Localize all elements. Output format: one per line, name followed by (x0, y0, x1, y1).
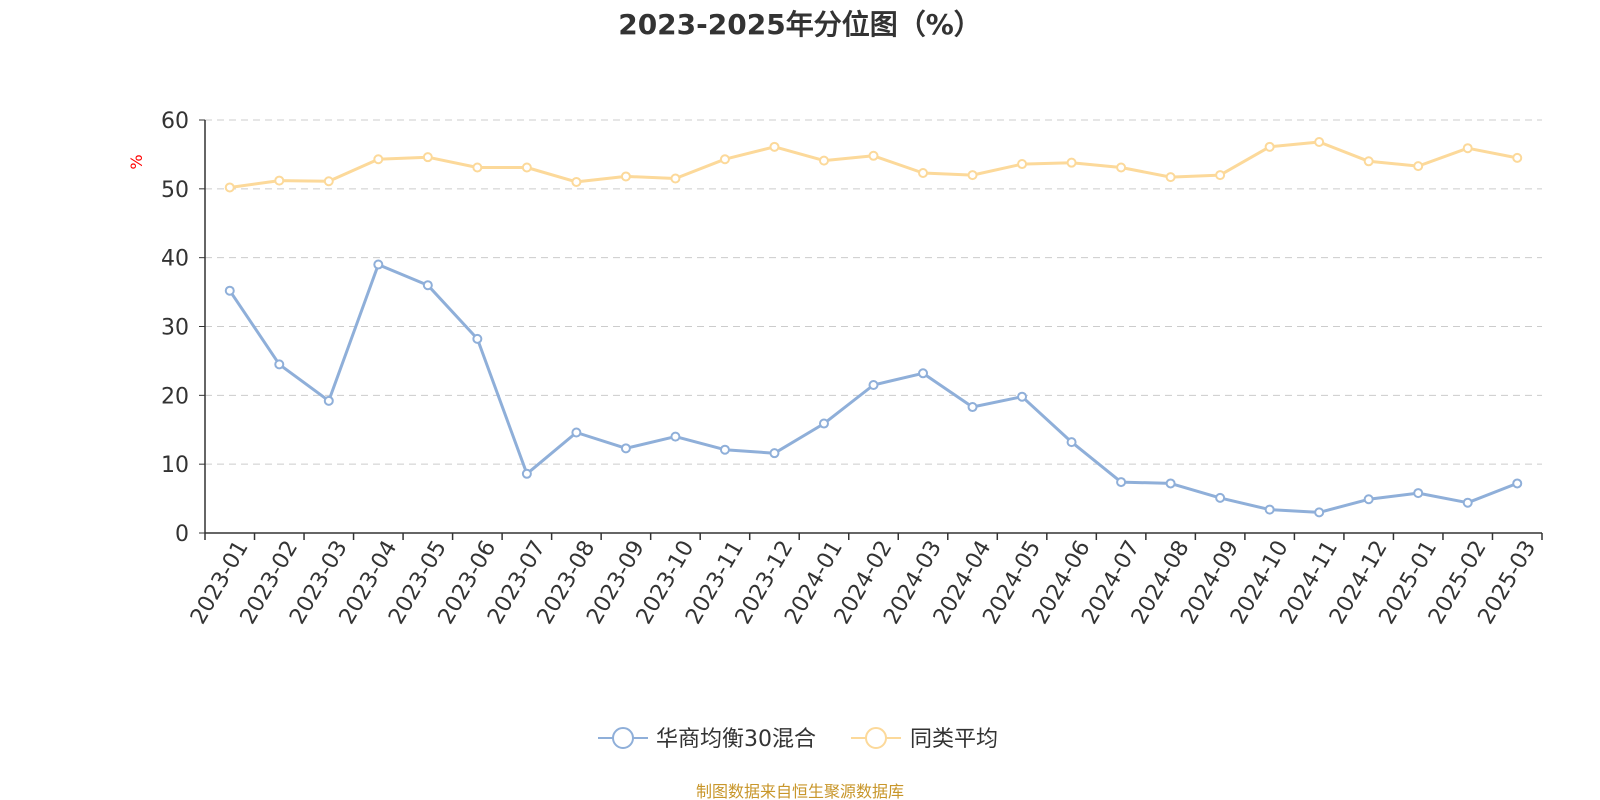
data-point-average-2023-06 (472, 162, 483, 173)
y-tick-label-50: 50 (161, 178, 189, 203)
data-point-average-2025-02 (1462, 143, 1473, 154)
data-point-fund-2024-12 (1363, 494, 1374, 505)
data-point-fund-2023-04 (373, 259, 384, 270)
data-point-fund-2023-08 (571, 427, 582, 438)
y-tick-label-30: 30 (161, 316, 189, 341)
data-point-fund-2023-06 (472, 333, 483, 344)
y-tick-label-40: 40 (161, 247, 189, 272)
data-point-average-2023-07 (521, 162, 532, 173)
data-point-average-2024-11 (1314, 137, 1325, 148)
data-point-average-2025-01 (1413, 161, 1424, 172)
y-tick-label-60: 60 (161, 109, 189, 134)
data-point-average-2024-07 (1116, 162, 1127, 173)
data-point-fund-2023-09 (620, 443, 631, 454)
data-point-average-2024-04 (967, 170, 978, 181)
y-tick-label-10: 10 (161, 453, 189, 478)
data-point-average-2023-11 (719, 154, 730, 165)
data-point-fund-2025-01 (1413, 488, 1424, 499)
y-tick-label-20: 20 (161, 384, 189, 409)
y-axis-unit-label: % (127, 154, 146, 169)
data-point-fund-2023-03 (323, 395, 334, 406)
data-point-average-2024-01 (818, 155, 829, 166)
data-point-fund-2023-12 (769, 448, 780, 459)
y-tick-label-0: 0 (175, 522, 189, 547)
grid-lines (205, 119, 1542, 465)
data-point-fund-2024-09 (1215, 492, 1226, 503)
legend-label-average: 同类平均 (910, 727, 998, 752)
data-point-fund-2023-10 (670, 431, 681, 442)
legend-item-fund[interactable]: 华商均衡30混合 (598, 727, 816, 752)
data-point-fund-2024-04 (967, 402, 978, 413)
data-point-fund-2023-05 (422, 280, 433, 291)
data-point-average-2023-10 (670, 173, 681, 184)
data-point-average-2024-08 (1165, 172, 1176, 183)
data-point-average-2024-12 (1363, 156, 1374, 167)
data-point-average-2024-10 (1264, 141, 1275, 152)
legend-label-fund: 华商均衡30混合 (656, 727, 816, 752)
series-lines (224, 137, 1523, 518)
series-line-average (229, 140, 1518, 189)
data-point-average-2023-08 (571, 176, 582, 187)
legend-marker-fund (612, 727, 634, 749)
data-point-average-2025-03 (1512, 152, 1523, 163)
data-point-average-2023-05 (422, 152, 433, 163)
data-point-average-2023-01 (224, 182, 235, 193)
data-point-average-2023-12 (769, 141, 780, 152)
data-point-fund-2023-07 (521, 468, 532, 479)
legend-item-average[interactable]: 同类平均 (851, 727, 998, 752)
data-point-fund-2024-03 (918, 368, 929, 379)
data-point-fund-2023-01 (224, 285, 235, 296)
data-point-fund-2025-02 (1462, 497, 1473, 508)
data-point-fund-2024-10 (1264, 504, 1275, 515)
data-point-average-2023-04 (373, 154, 384, 165)
data-source-note: 制图数据来自恒生聚源数据库 (696, 782, 904, 800)
legend: 华商均衡30混合 同类平均 (598, 727, 998, 752)
data-point-fund-2024-01 (818, 418, 829, 429)
data-point-fund-2024-08 (1165, 478, 1176, 489)
data-point-fund-2023-02 (274, 359, 285, 370)
data-point-fund-2024-11 (1314, 507, 1325, 518)
data-point-fund-2023-11 (719, 444, 730, 455)
chart-title: 2023-2025年分位图（%） (618, 8, 982, 41)
data-point-average-2023-02 (274, 175, 285, 186)
data-point-fund-2024-07 (1116, 477, 1127, 488)
data-point-fund-2024-02 (868, 380, 879, 391)
data-point-fund-2024-05 (1017, 391, 1028, 402)
data-point-average-2023-03 (323, 176, 334, 187)
data-point-average-2024-03 (918, 168, 929, 179)
data-point-average-2024-06 (1066, 157, 1077, 168)
data-point-average-2024-09 (1215, 170, 1226, 181)
data-point-average-2024-02 (868, 150, 879, 161)
data-point-average-2023-09 (620, 171, 631, 182)
axes: 01020304050602023-012023-022023-032023-0… (161, 109, 1543, 629)
legend-marker-average (865, 727, 887, 749)
data-point-fund-2024-06 (1066, 437, 1077, 448)
data-point-fund-2025-03 (1512, 478, 1523, 489)
data-point-average-2024-05 (1017, 159, 1028, 170)
